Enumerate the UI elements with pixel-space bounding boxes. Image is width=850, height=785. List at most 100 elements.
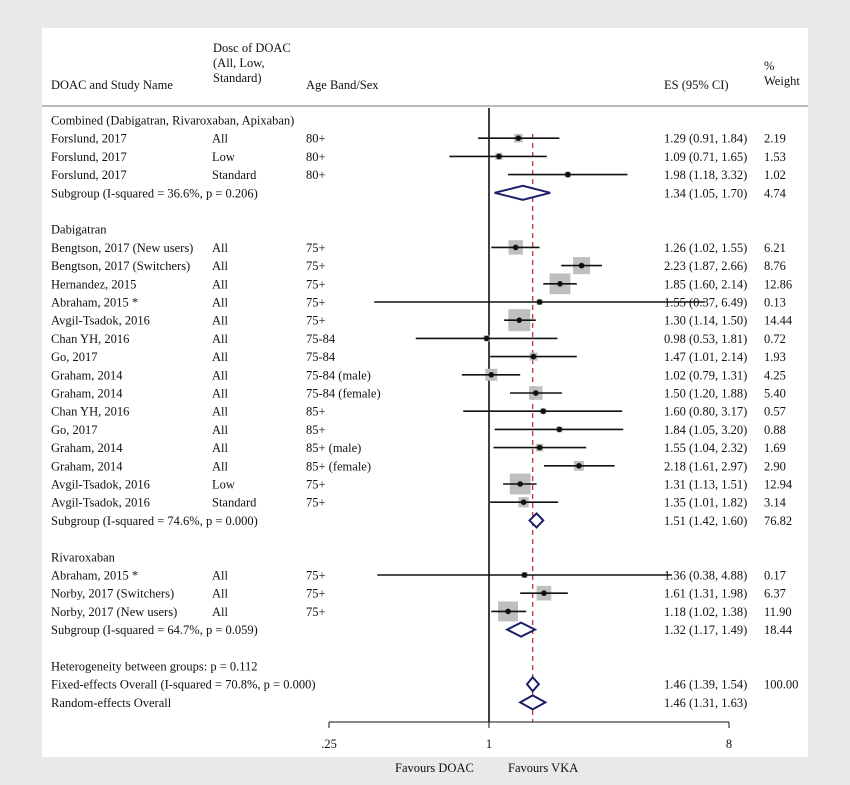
row-weight-25: 0.17 (764, 569, 786, 583)
row-es-2: 1.09 (0.71, 1.65) (664, 150, 747, 164)
row-age-1: 80+ (306, 132, 326, 146)
row-weight-26: 6.37 (764, 587, 786, 601)
header-dose: Dosc of DOAC (All, Low, Standard) (213, 41, 291, 85)
row-weight-28: 18.44 (764, 623, 793, 637)
row-weight-18: 1.69 (764, 441, 786, 455)
row-dose-7: All (212, 241, 229, 255)
point-estimate-3 (565, 171, 571, 178)
x-tick-label-1: 1 (486, 737, 492, 751)
row-weight-8: 8.76 (764, 259, 786, 273)
row-dose-19: All (212, 459, 229, 473)
row-es-31: 1.46 (1.39, 1.54) (664, 678, 747, 692)
row-age-17: 85+ (306, 423, 326, 437)
row-label-20: Avgil-Tsadok, 2016 (51, 478, 150, 492)
point-estimate-18 (536, 444, 543, 451)
row-weight-16: 0.57 (764, 405, 786, 419)
row-age-13: 75-84 (306, 350, 336, 364)
point-estimate-16 (540, 408, 547, 415)
row-age-10: 75+ (306, 296, 326, 310)
point-estimate-8 (578, 262, 585, 269)
point-estimate-11 (516, 317, 523, 324)
row-label-8: Bengtson, 2017 (Switchers) (51, 259, 190, 273)
row-weight-27: 11.90 (764, 605, 792, 619)
row-weight-22: 76.82 (764, 514, 792, 528)
row-label-27: Norby, 2017 (New users) (51, 605, 177, 619)
row-es-16: 1.60 (0.80, 3.17) (664, 405, 747, 419)
point-estimate-20 (517, 481, 523, 487)
header-es: ES (95% CI) (664, 78, 729, 92)
point-estimate-17 (556, 426, 563, 433)
row-weight-17: 0.88 (764, 423, 786, 437)
row-es-22: 1.51 (1.42, 1.60) (664, 514, 747, 528)
row-age-8: 75+ (306, 259, 326, 273)
row-es-10: 1.55 (0.37, 6.49) (664, 296, 747, 310)
row-dose-20: Low (212, 478, 235, 492)
row-age-9: 75+ (306, 277, 326, 291)
point-estimate-26 (541, 590, 547, 596)
row-weight-14: 4.25 (764, 368, 786, 382)
footer-favours-vka: Favours VKA (508, 761, 579, 775)
row-weight-13: 1.93 (764, 350, 786, 364)
group-label-24: Rivaroxaban (51, 550, 116, 564)
row-dose-13: All (212, 350, 229, 364)
row-weight-21: 3.14 (764, 496, 787, 510)
row-label-16: Chan YH, 2016 (51, 405, 129, 419)
row-label-13: Go, 2017 (51, 350, 98, 364)
row-es-18: 1.55 (1.04, 2.32) (664, 441, 747, 455)
subgroup-diamond-22 (528, 511, 545, 529)
point-estimate-25 (521, 572, 528, 578)
point-estimate-12 (483, 335, 490, 342)
point-estimate-21 (520, 499, 527, 506)
overall-diamond-32 (518, 694, 548, 711)
row-age-25: 75+ (306, 569, 326, 583)
row-label-2: Forslund, 2017 (51, 150, 127, 164)
row-es-26: 1.61 (1.31, 1.98) (664, 587, 747, 601)
row-dose-11: All (212, 314, 229, 328)
row-age-7: 75+ (306, 241, 326, 255)
row-dose-21: Standard (212, 496, 257, 510)
point-estimate-10 (536, 299, 543, 305)
row-es-4: 1.34 (1.05, 1.70) (664, 186, 747, 200)
row-dose-9: All (212, 277, 229, 291)
row-weight-10: 0.13 (764, 296, 786, 310)
row-es-9: 1.85 (1.60, 2.14) (664, 277, 747, 291)
row-weight-20: 12.94 (764, 478, 793, 492)
row-dose-27: All (212, 605, 229, 619)
row-label-10: Abraham, 2015 * (51, 296, 138, 310)
subgroup-diamond-28 (504, 621, 538, 638)
row-age-15: 75-84 (female) (306, 387, 381, 401)
row-age-21: 75+ (306, 496, 326, 510)
row-label-19: Graham, 2014 (51, 459, 123, 473)
point-estimate-2 (496, 153, 502, 160)
row-label-17: Go, 2017 (51, 423, 98, 437)
row-dose-3: Standard (212, 168, 257, 182)
row-es-19: 2.18 (1.61, 2.97) (664, 459, 747, 473)
x-tick-label-2: 8 (726, 737, 732, 751)
row-age-11: 75+ (306, 314, 326, 328)
row-es-12: 0.98 (0.53, 1.81) (664, 332, 747, 346)
row-age-26: 75+ (306, 587, 326, 601)
point-estimate-19 (576, 463, 582, 469)
row-age-2: 80+ (306, 150, 326, 164)
row-label-7: Bengtson, 2017 (New users) (51, 241, 193, 255)
row-label-31: Fixed-effects Overall (I-squared = 70.8%… (51, 678, 315, 692)
row-age-18: 85+ (male) (306, 441, 361, 455)
row-label-21: Avgil-Tsadok, 2016 (51, 496, 150, 510)
row-label-4: Subgroup (I-squared = 36.6%, p = 0.206) (51, 186, 258, 200)
point-estimate-14 (488, 372, 495, 378)
point-estimate-13 (530, 353, 537, 360)
row-age-3: 80+ (306, 168, 326, 182)
row-es-8: 2.23 (1.87, 2.66) (664, 259, 747, 273)
row-dose-18: All (212, 441, 229, 455)
row-label-26: Norby, 2017 (Switchers) (51, 587, 174, 601)
row-weight-1: 2.19 (764, 132, 786, 146)
row-weight-7: 6.21 (764, 241, 786, 255)
row-label-32: Random-effects Overall (51, 696, 172, 710)
row-es-1: 1.29 (0.91, 1.84) (664, 132, 747, 146)
row-es-28: 1.32 (1.17, 1.49) (664, 623, 747, 637)
row-age-16: 85+ (306, 405, 326, 419)
point-estimate-1 (515, 135, 522, 141)
row-es-27: 1.18 (1.02, 1.38) (664, 605, 747, 619)
row-dose-16: All (212, 405, 229, 419)
